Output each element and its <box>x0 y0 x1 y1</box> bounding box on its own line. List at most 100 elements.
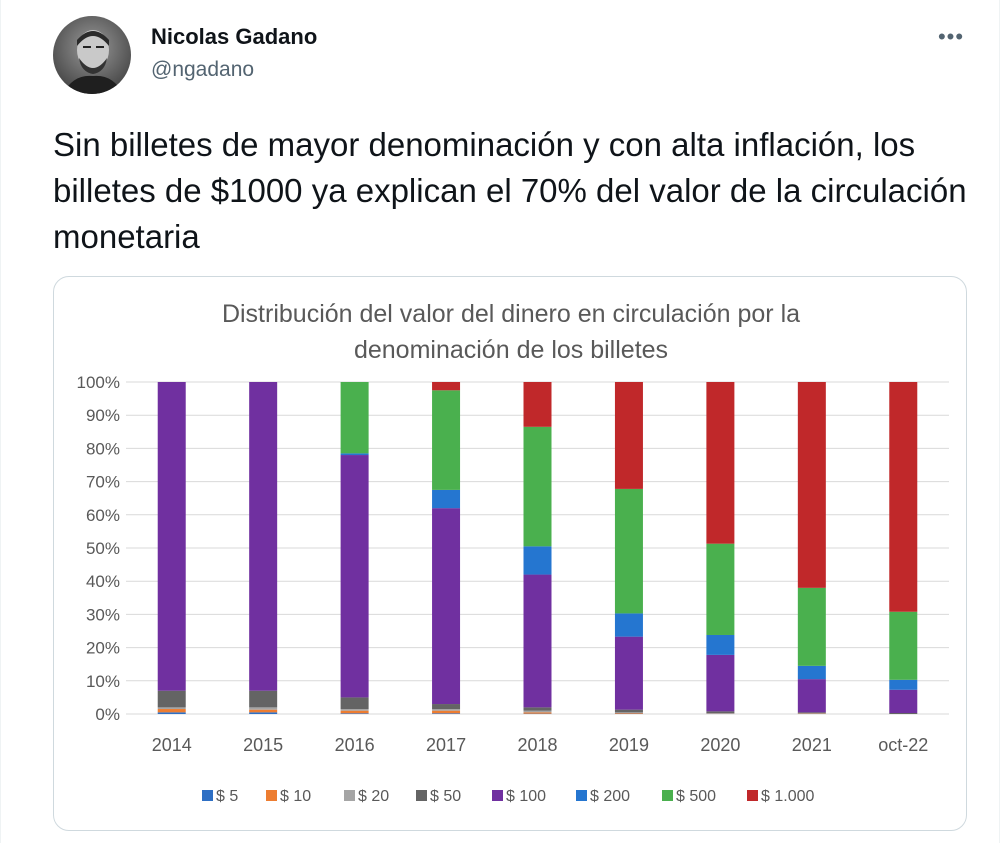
legend-label: $ 500 <box>676 788 716 805</box>
bar-segment <box>889 713 918 714</box>
bar-segment <box>157 712 186 714</box>
legend-swatch <box>747 790 758 801</box>
x-tick-label: 2017 <box>426 735 466 755</box>
bar-segment <box>797 382 826 588</box>
bar-segment <box>523 712 552 714</box>
legend-label: $ 50 <box>430 788 461 805</box>
y-tick-label: 40% <box>86 572 120 591</box>
bar-segment <box>614 712 643 714</box>
y-tick-label: 30% <box>86 605 120 624</box>
bar-segment <box>614 382 643 489</box>
chart-title-line: denominación de los billetes <box>354 336 668 364</box>
stacked-bar-chart: Distribución del valor del dinero en cir… <box>77 300 949 805</box>
bar-segment <box>432 489 461 509</box>
bar-segment <box>797 679 826 713</box>
bar-segment <box>432 508 461 705</box>
legend-swatch <box>266 790 277 801</box>
avatar[interactable] <box>53 16 131 94</box>
bar-segment <box>523 382 552 427</box>
bar-segment <box>432 713 461 714</box>
chart-title: Distribución del valor del dinero en cir… <box>222 300 800 364</box>
x-tick-label: 2015 <box>243 735 283 755</box>
bar-segment <box>706 634 735 655</box>
legend-label: $ 200 <box>590 788 630 805</box>
avatar-photo <box>53 16 131 94</box>
bar-segment <box>249 709 278 713</box>
legend-swatch <box>576 790 587 801</box>
y-tick-label: 10% <box>86 672 120 691</box>
x-tick-label: 2020 <box>700 735 740 755</box>
bar-segment <box>432 704 461 710</box>
bar-segment <box>340 709 369 711</box>
bar-segment <box>614 613 643 637</box>
legend-label: $ 20 <box>358 788 389 805</box>
bar-segment <box>889 611 918 680</box>
bar-segment <box>157 690 186 708</box>
bar-segment <box>432 390 461 490</box>
bar-segment <box>432 709 461 711</box>
bar-segment <box>706 654 735 712</box>
bar-segment <box>889 679 918 690</box>
bar-segment <box>157 382 186 691</box>
chart-title-line: Distribución del valor del dinero en cir… <box>222 300 800 328</box>
legend-label: $ 5 <box>216 788 238 805</box>
more-options-button[interactable]: ••• <box>931 22 971 52</box>
more-horizontal-icon: ••• <box>937 24 965 49</box>
bar-segment <box>797 665 826 680</box>
bar-segment <box>614 713 643 714</box>
bar-segment <box>889 382 918 612</box>
bar-segment <box>157 707 186 710</box>
x-tick-label: 2019 <box>609 735 649 755</box>
legend-swatch <box>202 790 213 801</box>
chart-bars <box>157 382 918 714</box>
bar-segment <box>432 710 461 714</box>
bar-segment <box>157 709 186 713</box>
tweet-media-image[interactable]: Distribución del valor del dinero en cir… <box>53 276 967 831</box>
bar-segment <box>523 546 552 575</box>
x-axis: 2014 2015 2016 2017 2018 2019 2020 2021 oct-22 <box>152 735 929 755</box>
tweet-text: Sin billetes de mayor denominación y con… <box>53 126 967 255</box>
legend-label: $ 100 <box>506 788 546 805</box>
bar-segment <box>249 382 278 691</box>
legend-swatch <box>492 790 503 801</box>
x-tick-label: 2014 <box>152 735 192 755</box>
bar-segment <box>249 712 278 714</box>
bar-segment <box>614 709 643 713</box>
bar-segment <box>249 690 278 708</box>
bar-segment <box>797 587 826 666</box>
y-tick-label: 50% <box>86 539 120 558</box>
bar-segment <box>523 574 552 708</box>
y-tick-label: 60% <box>86 506 120 525</box>
bar-segment <box>249 707 278 710</box>
bar-segment <box>889 689 918 714</box>
bar-segment <box>614 636 643 710</box>
x-tick-label: 2021 <box>792 735 832 755</box>
legend-swatch <box>662 790 673 801</box>
y-axis: 0% 10% 20% 30% 40% 50% 60% 70% 80% 90% 100% <box>77 373 120 724</box>
y-tick-label: 90% <box>86 406 120 425</box>
bar-segment <box>340 697 369 710</box>
author-handle[interactable]: @ngadano <box>151 58 255 81</box>
y-tick-label: 80% <box>86 439 120 458</box>
x-tick-label: 2016 <box>335 735 375 755</box>
bar-segment <box>614 488 643 614</box>
author-name[interactable]: Nicolas Gadano <box>151 24 318 49</box>
legend-label: $ 10 <box>280 788 311 805</box>
bar-segment <box>340 710 369 714</box>
y-tick-label: 0% <box>95 705 120 724</box>
bar-segment <box>706 543 735 635</box>
legend-label: $ 1.000 <box>761 788 814 805</box>
y-tick-label: 70% <box>86 473 120 492</box>
bar-segment <box>340 453 369 456</box>
bar-segment <box>523 707 552 711</box>
bar-segment <box>706 711 735 714</box>
bar-segment <box>523 426 552 547</box>
x-tick-label: 2018 <box>517 735 557 755</box>
x-tick-label: oct-22 <box>878 735 928 755</box>
bar-segment <box>523 710 552 713</box>
legend-swatch <box>344 790 355 801</box>
bar-segment <box>340 382 369 454</box>
y-tick-label: 20% <box>86 639 120 658</box>
bar-segment <box>340 713 369 714</box>
